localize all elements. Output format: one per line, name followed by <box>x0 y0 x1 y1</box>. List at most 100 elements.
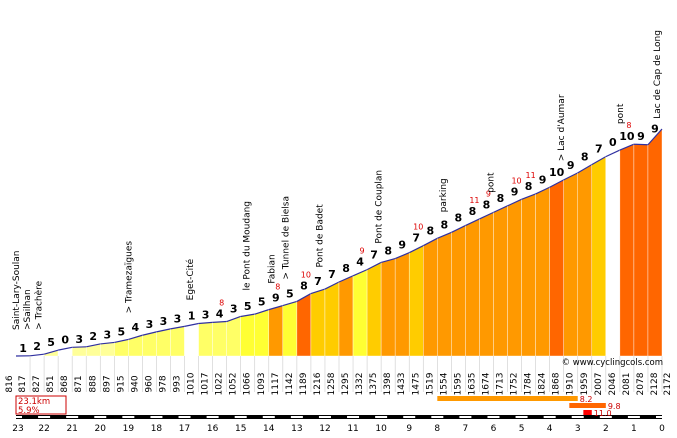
place-label: Pont de Couplan <box>374 170 384 244</box>
source-credit: © www.cyclingcols.com <box>562 358 663 368</box>
profile-segment <box>522 194 536 356</box>
gradient-label: 8 <box>525 180 533 193</box>
km-tick-label: 13 <box>291 424 302 434</box>
gradient-label: 7 <box>412 232 420 245</box>
profile-segment <box>353 270 367 356</box>
altitude-label: 2128 <box>650 372 660 395</box>
altitude-label: 1713 <box>496 373 506 396</box>
profile-line <box>634 144 648 145</box>
gradient-label: 3 <box>160 315 168 328</box>
gradient-label: 8 <box>342 262 350 275</box>
km-axis-gap <box>656 416 668 418</box>
gradient-label: 10 <box>619 130 635 143</box>
altitude-label: 1066 <box>243 372 253 395</box>
altitude-label: 1433 <box>397 373 407 396</box>
altitude-label: 1142 <box>285 373 295 396</box>
profile-segment <box>297 294 311 356</box>
gradient-label: 5 <box>117 325 125 338</box>
km-tick-label: 8 <box>434 424 440 434</box>
gradient-label: 9 <box>567 159 575 172</box>
km-tick-label: 16 <box>207 424 219 434</box>
km-axis-gap <box>150 416 162 418</box>
km-axis-gap <box>487 416 499 418</box>
profile-segment <box>648 129 662 356</box>
altitude-label: 1093 <box>257 373 267 396</box>
altitude-label: 1635 <box>467 373 477 396</box>
gradient-label: 10 <box>549 166 565 179</box>
gradient-label: 8 <box>426 224 434 237</box>
km-tick-label: 10 <box>375 424 387 434</box>
gradient-label: 3 <box>202 308 210 321</box>
km-tick-label: 12 <box>319 424 330 434</box>
km-axis-gap <box>207 416 219 418</box>
profile-segment <box>620 144 634 356</box>
altitude-label: 1052 <box>229 373 239 396</box>
altitude-label: 1868 <box>552 372 562 395</box>
altitude-label: 1258 <box>327 372 337 395</box>
gradient-label: 1 <box>19 342 27 355</box>
place-label: > Trachère <box>33 280 44 329</box>
altitude-label: 1824 <box>538 372 548 395</box>
km-axis-bar <box>16 415 662 419</box>
steep-bar <box>569 403 606 408</box>
altitude-label: 1674 <box>481 372 491 395</box>
profile-segment <box>395 253 409 356</box>
profile-segment <box>550 180 564 356</box>
profile-segment <box>409 246 423 356</box>
gradient-label: 9 <box>511 185 519 198</box>
km-axis-gap <box>403 416 415 418</box>
altitude-label: 2081 <box>622 373 632 396</box>
km-axis-gap <box>347 416 359 418</box>
altitude-label: 1216 <box>313 372 323 395</box>
profile-line <box>72 347 86 348</box>
profile-segment <box>606 150 620 356</box>
altitude-label: 1022 <box>215 373 225 396</box>
profile-segment <box>185 324 199 356</box>
profile-segment <box>255 310 269 356</box>
altitude-label: 1959 <box>580 372 590 395</box>
altitude-label: 915 <box>116 375 126 392</box>
place-label: le Pont du Moudang <box>242 201 252 291</box>
altitude-label: 897 <box>102 375 112 392</box>
profile-segment <box>199 322 213 356</box>
place-label: >Sailhan <box>23 289 33 330</box>
altitude-label: 2078 <box>636 372 646 395</box>
steep-bar-label: 11.0 <box>594 409 612 418</box>
altitude-label: 1519 <box>425 372 435 395</box>
steep-bar <box>437 396 577 401</box>
profile-segment <box>634 144 648 356</box>
gradient-label: 9 <box>272 292 280 305</box>
altitude-label: 940 <box>130 375 140 392</box>
km-tick-label: 4 <box>547 424 553 434</box>
altitude-label: 1375 <box>369 373 379 396</box>
gradient-label: 4 <box>216 308 224 321</box>
km-tick-label: 18 <box>151 424 163 434</box>
max-gradient-label: 10 <box>511 176 521 185</box>
place-label: Fabian <box>268 254 278 283</box>
gradient-label: 0 <box>609 136 617 149</box>
km-axis-gap <box>235 416 247 418</box>
gradient-label: 8 <box>455 212 463 225</box>
gradient-label: 3 <box>174 312 182 325</box>
km-axis-gap <box>66 416 78 418</box>
altitude-label: 1910 <box>566 372 576 395</box>
gradient-label: 5 <box>258 296 266 309</box>
profile-segment <box>227 316 241 356</box>
gradient-label: 8 <box>469 205 477 218</box>
km-axis-gap <box>122 416 134 418</box>
gradient-label: 8 <box>384 245 392 258</box>
km-tick-label: 14 <box>263 424 275 434</box>
altitude-label: 2046 <box>608 372 618 395</box>
altitude-label: 827 <box>32 375 42 392</box>
km-axis-gap <box>572 416 584 418</box>
gradient-label: 9 <box>637 130 645 143</box>
altitude-label: 1752 <box>510 373 520 396</box>
km-axis-gap <box>291 416 303 418</box>
km-tick-label: 19 <box>123 424 135 434</box>
profile-segment <box>72 347 86 356</box>
gradient-label: 0 <box>61 333 69 346</box>
max-gradient-label: 11 <box>525 171 535 180</box>
km-tick-label: 15 <box>235 424 246 434</box>
gradient-label: 5 <box>244 300 252 313</box>
